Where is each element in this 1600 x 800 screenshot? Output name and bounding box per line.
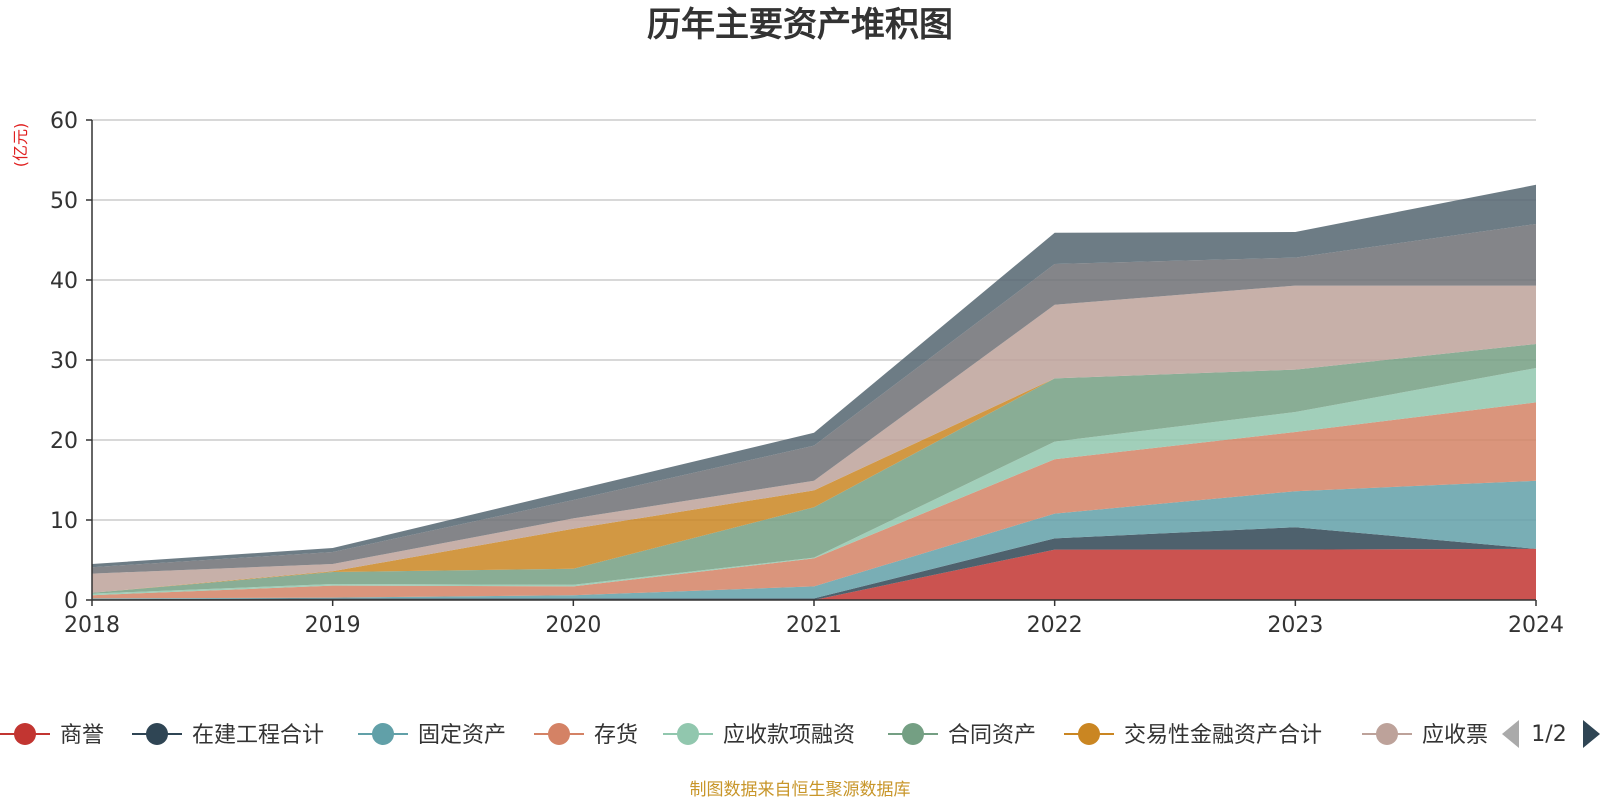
x-tick-label: 2018 [64,613,120,638]
legend-item[interactable]: 存货 [534,723,638,748]
legend-label: 固定资产 [418,723,506,748]
legend-marker-icon [548,723,570,745]
area-series-3 [92,480,1536,600]
legend-item[interactable]: 应收票 [1362,723,1488,748]
legend-item[interactable]: 固定资产 [358,723,506,748]
legend-label: 应收款项融资 [723,723,855,748]
legend-item[interactable]: 应收款项融资 [663,723,855,748]
y-tick-label: 20 [50,429,78,454]
y-tick-label: 50 [50,189,78,214]
y-tick-label: 60 [50,109,78,134]
y-axis-unit: (亿元) [11,123,30,168]
y-tick-label: 40 [50,269,78,294]
legend-item[interactable]: 合同资产 [888,723,1036,748]
legend-item[interactable]: 在建工程合计 [132,723,324,748]
legend: 商誉 在建工程合计 固定资产 存货 应收款项融资 合同资产 交易性金融资产合计 应收票 [0,723,1488,748]
area-series-group [92,184,1536,600]
data-source-footer: 制图数据来自恒生聚源数据库 [690,780,911,800]
x-tick-label: 2022 [1027,613,1083,638]
area-series-4 [92,402,1536,599]
y-tick-label: 10 [50,509,78,534]
legend-marker-icon [677,723,699,745]
legend-prev-icon[interactable] [1502,720,1519,748]
legend-label: 商誉 [60,723,104,748]
x-tick-label: 2020 [545,613,601,638]
y-tick-label: 30 [50,349,78,374]
legend-marker-icon [14,723,36,745]
legend-label: 交易性金融资产合计 [1124,723,1322,748]
legend-label: 存货 [594,723,638,748]
area-series-6 [92,344,1536,594]
x-tick-label: 2024 [1508,613,1564,638]
legend-marker-icon [372,723,394,745]
y-axis-ticks: 0 10 20 30 40 50 60 [50,109,92,614]
area-series-9 [92,224,1536,574]
chart-title: 历年主要资产堆积图 [647,5,953,45]
legend-marker-icon [1078,723,1100,745]
legend-next-icon[interactable] [1583,720,1600,748]
legend-pager: 1/2 [1502,720,1600,748]
x-tick-label: 2021 [786,613,842,638]
x-tick-label: 2023 [1267,613,1323,638]
legend-label: 合同资产 [948,723,1036,748]
legend-marker-icon [146,723,168,745]
legend-item[interactable]: 商誉 [0,723,104,748]
legend-marker-icon [1376,723,1398,745]
area-series-8 [92,285,1536,593]
x-tick-label: 2019 [305,613,361,638]
x-axis-ticks: 2018 2019 2020 2021 2022 2023 2024 [64,600,1564,638]
area-series-2 [92,527,1536,600]
legend-page-indicator: 1/2 [1531,722,1566,747]
area-series-1 [92,548,1536,600]
y-tick-label: 0 [64,589,78,614]
legend-label: 在建工程合计 [192,723,324,748]
legend-marker-icon [902,723,924,745]
area-series-10 [92,184,1536,568]
legend-label: 应收票 [1422,723,1488,748]
legend-item[interactable]: 交易性金融资产合计 [1064,723,1322,748]
